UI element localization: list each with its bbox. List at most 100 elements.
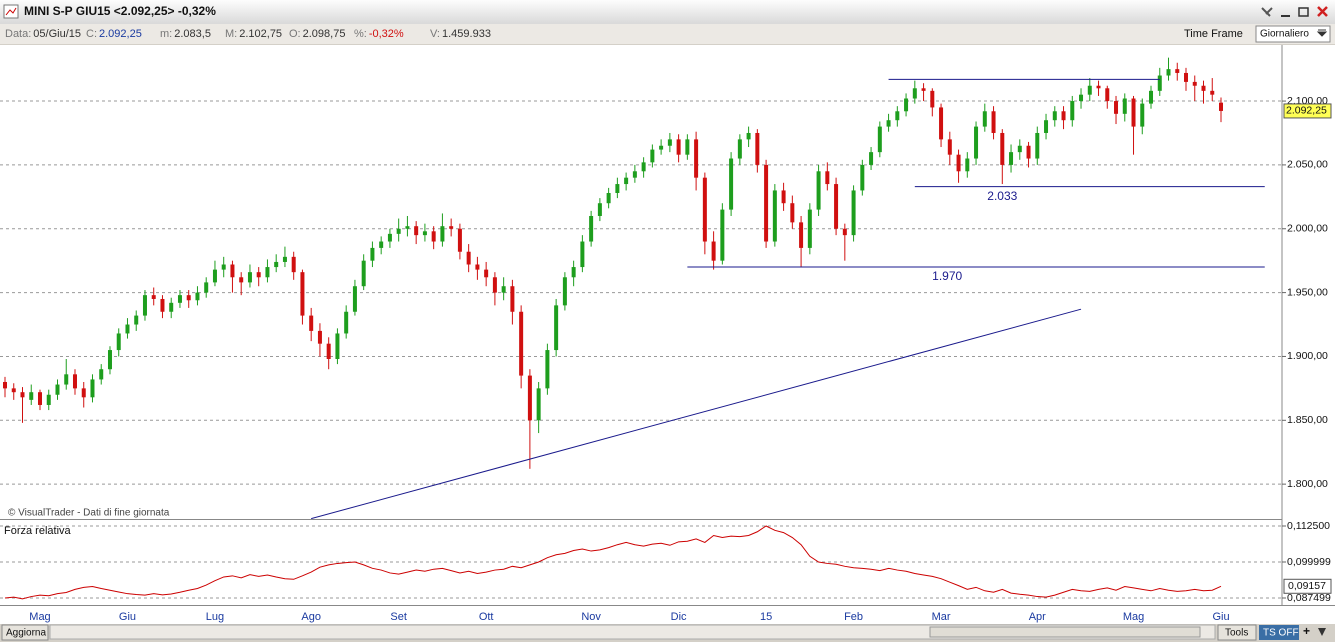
candle-body — [807, 209, 812, 248]
candle-body — [1009, 152, 1014, 165]
ts-button[interactable] — [1259, 625, 1299, 640]
close-button[interactable] — [1317, 6, 1328, 17]
candle-body — [160, 298, 165, 312]
candle-body — [799, 222, 804, 248]
y-tick-label: 2.000,00 — [1287, 223, 1328, 235]
scrollbar[interactable] — [49, 624, 1216, 640]
candle-body — [711, 241, 716, 261]
candle-body — [274, 261, 279, 268]
info-label: C: — [86, 28, 97, 40]
info-label: m: — [160, 28, 172, 40]
rs-line — [4, 525, 1222, 600]
last-price-label: 2.092,25 — [1286, 105, 1327, 117]
candle-body — [641, 162, 646, 172]
candle-body — [580, 241, 585, 268]
chart-area — [0, 45, 1335, 624]
candle-body — [991, 111, 996, 133]
time-frame-select[interactable] — [1255, 25, 1331, 43]
candle-body — [1210, 90, 1215, 95]
x-tick-label: Giu — [119, 611, 136, 623]
candle-body — [466, 251, 471, 265]
menu-arrow[interactable] — [1318, 628, 1326, 636]
watermark: © VisualTrader - Dati di fine giornata — [8, 508, 170, 519]
ts-label[interactable]: TS OFF — [1263, 628, 1299, 639]
window-buttons[interactable] — [1261, 6, 1328, 17]
candle-body — [344, 311, 349, 334]
info-label: V: — [430, 28, 440, 40]
candle-body — [212, 269, 217, 283]
refresh-button[interactable] — [1, 624, 49, 641]
maximize-button[interactable] — [1298, 7, 1309, 17]
candle-body — [1061, 111, 1066, 121]
candle-body — [869, 152, 874, 165]
candle-body — [912, 88, 917, 99]
info-label: M: — [225, 28, 237, 40]
add-button[interactable]: + — [1303, 624, 1310, 638]
tools-label[interactable]: Tools — [1225, 628, 1248, 639]
info-value: 1.459.933 — [442, 28, 491, 40]
candle-body — [475, 264, 480, 270]
candle-body — [1140, 103, 1145, 127]
candle-body — [125, 324, 130, 334]
candle-body — [3, 381, 7, 389]
candle-body — [527, 375, 532, 421]
candle-body — [589, 215, 594, 242]
x-tick-label: Ago — [301, 611, 321, 623]
candle-body — [422, 231, 427, 236]
candle-body — [457, 228, 462, 252]
candle-body — [81, 388, 86, 398]
pin-button[interactable] — [1261, 7, 1273, 17]
candle-body — [230, 264, 235, 278]
info-bar — [0, 24, 1335, 44]
candle-body — [1105, 88, 1110, 102]
candle-body — [37, 392, 42, 405]
candle-body — [256, 272, 261, 278]
candle-body — [1096, 85, 1101, 89]
candle-body — [142, 295, 147, 316]
pane-title: Forza relativa — [4, 525, 72, 537]
x-tick-label: Dic — [671, 611, 687, 623]
candle-body — [46, 394, 51, 405]
x-tick-label: Feb — [844, 611, 863, 623]
refresh-label[interactable]: Aggiorna — [6, 628, 46, 639]
candle-body — [974, 126, 979, 159]
candle-body — [851, 190, 856, 236]
candle-body — [956, 154, 961, 172]
x-tick-label: Giu — [1212, 611, 1229, 623]
scroll-thumb[interactable] — [929, 626, 1201, 638]
candle-body — [11, 388, 16, 393]
y-tick-label: 0,087499 — [1287, 592, 1331, 604]
candle-body — [816, 171, 821, 210]
time-frame-value[interactable]: Giornaliero — [1260, 29, 1309, 40]
candle-body — [615, 184, 620, 193]
last-price-box — [1283, 103, 1332, 119]
candle-body — [387, 233, 392, 242]
candle-body — [659, 145, 664, 150]
candle-body — [247, 272, 252, 283]
candle-body — [790, 203, 795, 223]
candle-body — [1000, 132, 1005, 165]
y-tick-label: 2.050,00 — [1287, 159, 1328, 171]
window-title: MINI S-P GIU15 <2.092,25> -0,32% — [24, 4, 216, 18]
tools-button[interactable] — [1217, 624, 1257, 641]
candle-body — [195, 292, 200, 301]
info-label: Data: — [5, 28, 31, 40]
candle-body — [939, 107, 944, 140]
last-value-label: 0,09157 — [1288, 580, 1326, 592]
info-value: 05/Giu/15 — [33, 28, 81, 40]
candle-body — [772, 190, 777, 242]
y-tick-label: 1.950,00 — [1287, 286, 1328, 298]
candle-body — [755, 132, 760, 165]
candle-body — [1201, 85, 1206, 91]
dropdown-arrow[interactable] — [1316, 29, 1328, 37]
candle-body — [650, 149, 655, 163]
candle-body — [90, 379, 95, 398]
candle-body — [64, 374, 69, 385]
x-tick-label: Mar — [932, 611, 951, 623]
candle-body — [536, 388, 541, 421]
candle-body — [1175, 69, 1180, 73]
candle-body — [930, 90, 935, 108]
candle-body — [1192, 81, 1197, 86]
candle-body — [204, 282, 209, 293]
